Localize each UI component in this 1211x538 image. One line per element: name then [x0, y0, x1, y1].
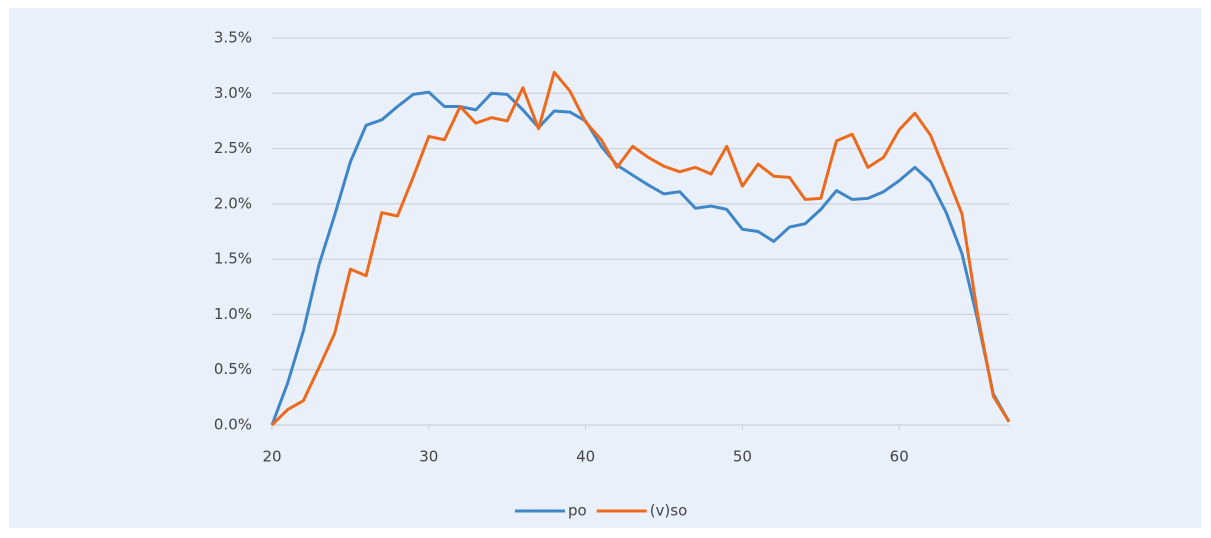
x-tick-label: 20 [262, 448, 281, 466]
legend-label: (v)so [650, 502, 688, 520]
y-tick-label: 1.0% [214, 305, 252, 323]
legend-label: po [568, 502, 587, 520]
y-tick-label: 0.0% [214, 416, 252, 434]
x-tick-label: 50 [733, 448, 752, 466]
chart-background [9, 8, 1201, 528]
y-tick-label: 1.5% [214, 250, 252, 268]
series-line [270, 90, 1011, 426]
x-tick-label: 40 [576, 448, 595, 466]
y-tick-label: 0.5% [214, 360, 252, 378]
series-line [270, 70, 1011, 427]
x-tick-label: 30 [419, 448, 438, 466]
x-tick-label: 60 [890, 448, 909, 466]
y-tick-label: 2.0% [214, 194, 252, 212]
y-tick-label: 3.0% [214, 84, 252, 102]
y-tick-label: 2.5% [214, 139, 252, 157]
y-tick-label: 3.5% [214, 29, 252, 47]
